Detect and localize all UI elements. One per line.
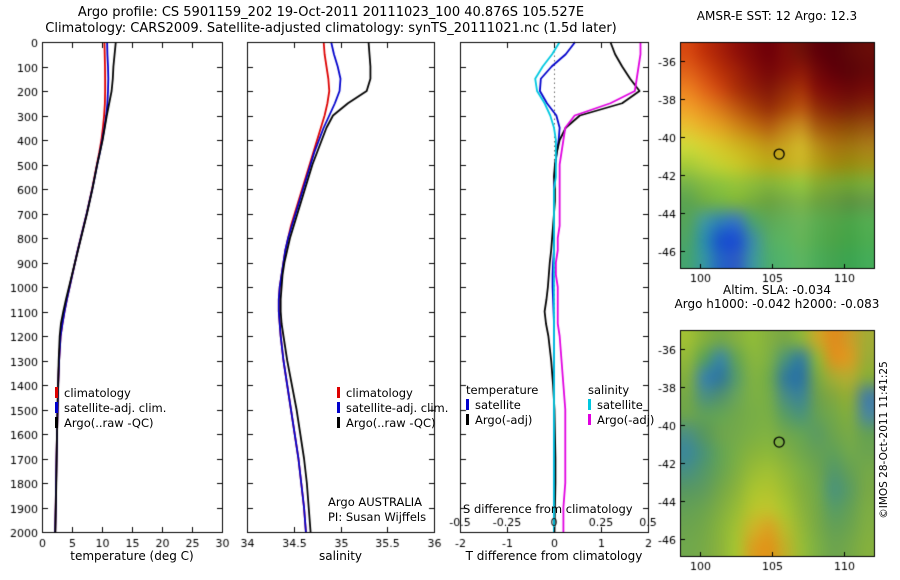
- legend-label: climatology: [346, 385, 413, 400]
- legend-line-swatch: [588, 414, 591, 425]
- legend-line-swatch: [337, 402, 340, 413]
- salinity-axis-label: salinity: [318, 549, 363, 563]
- sla-map-title-line2: Argo h1000: -0.042 h2000: -0.083: [674, 297, 880, 311]
- credit-line2: PI: Susan Wijffels: [328, 510, 427, 524]
- legend-label: satellite-adj. clim.: [346, 400, 449, 415]
- salinity-legend: climatology satellite-adj. clim. Argo(..ra…: [337, 385, 448, 430]
- legend-item: Argo(..raw -QC): [337, 415, 448, 430]
- legend-line-swatch: [466, 414, 469, 425]
- sst-map-title: AMSR-E SST: 12 Argo: 12.3: [696, 9, 858, 23]
- legend-label: Argo(..raw -QC): [346, 415, 436, 430]
- legend-item: Argo(-adj): [588, 412, 674, 427]
- sla-map-title-line1: Altim. SLA: -0.034: [722, 283, 832, 297]
- difference-legend-temperature-items: satellite Argo(-adj): [466, 397, 568, 427]
- legend-item: satellite-adj. clim.: [337, 400, 448, 415]
- legend-line-swatch: [588, 399, 591, 410]
- argo-australia-credit: Argo AUSTRALIA PI: Susan Wijffels: [328, 495, 426, 525]
- legend-label: Argo(..raw -QC): [64, 415, 154, 430]
- imos-copyright: ©IMOS 28-Oct-2011 11:41:25: [878, 361, 890, 519]
- legend-line-swatch: [337, 387, 340, 398]
- page-subtitle: Climatology: CARS2009. Satellite-adjuste…: [45, 21, 617, 36]
- credit-line1: Argo AUSTRALIA: [328, 495, 423, 509]
- legend-label: climatology: [64, 385, 131, 400]
- legend-label: satellite-adj. clim.: [64, 400, 167, 415]
- difference-legend-temperature-header: temperature: [466, 382, 539, 397]
- legend-line-swatch: [55, 417, 58, 428]
- legend-item: satellite: [588, 397, 674, 412]
- legend-line-swatch: [337, 417, 340, 428]
- legend-line-swatch: [55, 387, 58, 398]
- legend-item: Argo(..raw -QC): [55, 415, 166, 430]
- legend-label: satellite: [475, 397, 521, 412]
- temperature-axis-label: temperature (deg C): [70, 549, 194, 563]
- legend-item: Argo(-adj): [466, 412, 568, 427]
- legend-label: satellite: [597, 397, 643, 412]
- difference-legend-salinity-header: salinity: [588, 382, 630, 397]
- legend-item: satellite: [466, 397, 568, 412]
- legend-item: satellite-adj. clim.: [55, 400, 166, 415]
- legend-item: climatology: [337, 385, 448, 400]
- legend-line-swatch: [55, 402, 58, 413]
- legend-item: climatology: [55, 385, 166, 400]
- t-difference-axis-label: T difference from climatology: [465, 549, 643, 563]
- page-title: Argo profile: CS 5901159_202 19-Oct-2011…: [77, 5, 585, 20]
- legend-line-swatch: [466, 399, 469, 410]
- difference-legend-salinity-items: satellite Argo(-adj): [588, 397, 674, 427]
- difference-legend: temperature satellite Argo(-adj) salinity…: [466, 382, 674, 427]
- legend-label: Argo(-adj): [475, 412, 533, 427]
- legend-label: Argo(-adj): [597, 412, 655, 427]
- s-difference-axis-label: S difference from climatology: [463, 502, 633, 516]
- temperature-legend: climatology satellite-adj. clim. Argo(..ra…: [55, 385, 166, 430]
